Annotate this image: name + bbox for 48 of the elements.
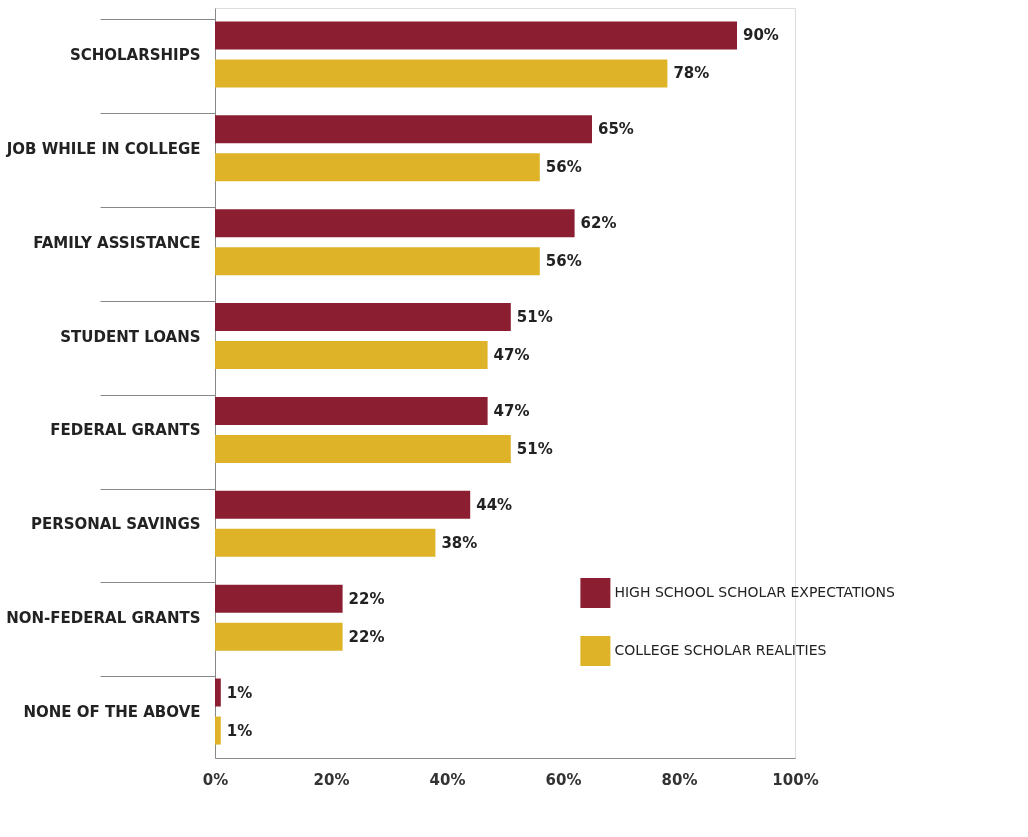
y-tick-label: FEDERAL GRANTS [50,421,201,440]
bar [215,584,343,613]
bar [215,59,668,88]
y-tick-label: STUDENT LOANS [60,327,201,346]
y-tick-label: NONE OF THE ABOVE [23,703,201,722]
bar [215,153,540,182]
bar [215,303,511,332]
bar [215,115,592,144]
data-label: 62% [580,214,617,233]
data-label: 1% [226,683,253,702]
y-tick-label: SCHOLARSHIPS [69,45,201,64]
bar [215,678,221,707]
x-tick-label: 0% [202,770,229,789]
data-label: 38% [441,533,478,552]
x-tick-label: 40% [429,770,466,789]
data-label: 47% [493,346,530,365]
bar [215,341,488,370]
bar [215,716,221,745]
data-label: 56% [545,158,582,177]
bar [215,622,343,651]
x-tick-label: 60% [545,770,582,789]
data-label: 51% [516,439,553,458]
data-label: 1% [226,721,253,740]
data-label: 22% [348,627,385,646]
bar [215,396,488,425]
bar [215,434,511,463]
data-label: 56% [545,252,582,271]
data-label: 90% [743,26,779,45]
data-label: 44% [476,495,513,514]
y-tick-label: NON-FEDERAL GRANTS [6,609,201,628]
x-tick-label: 20% [313,770,350,789]
legend-label: HIGH SCHOOL SCHOLAR EXPECTATIONS [614,584,896,600]
data-label: 51% [516,308,553,327]
y-tick-label: JOB WHILE IN COLLEGE [5,139,201,158]
y-tick-label: PERSONAL SAVINGS [30,515,201,534]
x-tick-label: 80% [661,770,698,789]
legend-label: COLLEGE SCHOLAR REALITIES [614,642,827,658]
data-label: 65% [598,120,634,139]
data-label: 47% [493,401,530,420]
bar [215,21,737,50]
data-label: 22% [348,589,385,608]
bar [215,490,471,519]
x-tick-label: 100% [772,770,819,789]
data-label: 78% [673,64,710,83]
bar [215,209,575,238]
y-tick-label: FAMILY ASSISTANCE [33,233,201,252]
bar [215,247,540,276]
bar [215,528,436,557]
